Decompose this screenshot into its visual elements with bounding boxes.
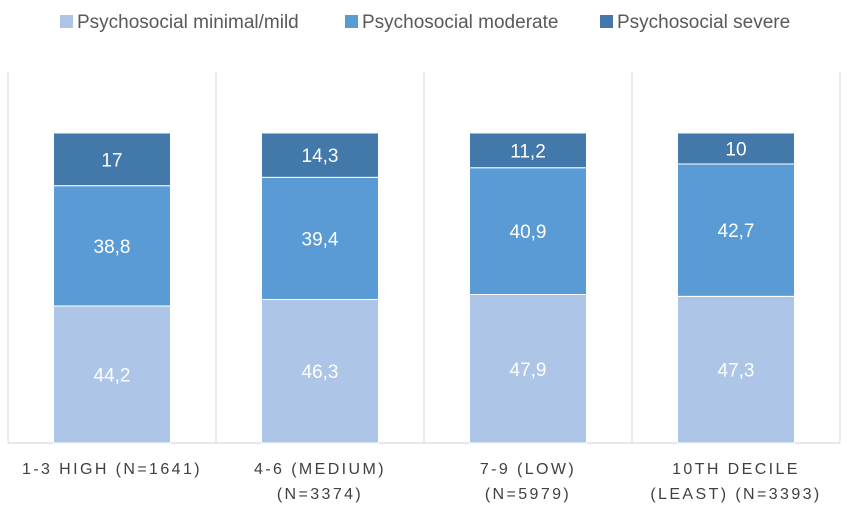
x-tick-label: (LEAST) (N=3393) [650,486,821,503]
x-tick-label: 7-9 (LOW) [480,461,576,478]
data-label: 10 [725,140,746,161]
legend-swatch [345,15,358,28]
data-label: 38,8 [94,237,131,258]
bar-segment [53,305,171,444]
data-label: 11,2 [510,141,546,162]
x-tick-label: 1-3 HIGH (N=1641) [22,461,202,478]
bar-segment [677,132,795,165]
data-label: 46,3 [302,362,339,383]
bar-segment [469,294,587,444]
x-tick-label: 4-6 (MEDIUM) [254,461,386,478]
data-label: 39,4 [302,229,339,250]
data-label: 47,9 [510,360,547,381]
legend-swatch [600,15,613,28]
bar-segment [53,185,171,307]
legend-label: Psychosocial severe [617,12,790,33]
legend-label: Psychosocial minimal/mild [77,12,299,33]
data-label: 14,3 [302,146,339,167]
bar-segment [261,132,379,178]
legend-label: Psychosocial moderate [362,12,558,33]
data-label: 40,9 [510,222,547,243]
bar-segment [261,176,379,300]
bar-segment [469,132,587,169]
data-label: 44,2 [94,365,131,386]
bar-segment [677,295,795,444]
data-label: 17 [101,150,122,171]
legend-swatch [60,15,73,28]
data-label: 47,3 [718,361,755,382]
x-tick-label: (N=3374) [277,486,363,503]
x-tick-label: 10TH DECILE [672,461,800,478]
x-tick-label: (N=5979) [485,486,571,503]
bar-segment [677,163,795,297]
bar-segment [53,132,171,187]
bar-segment [469,167,587,296]
data-label: 42,7 [718,221,755,242]
